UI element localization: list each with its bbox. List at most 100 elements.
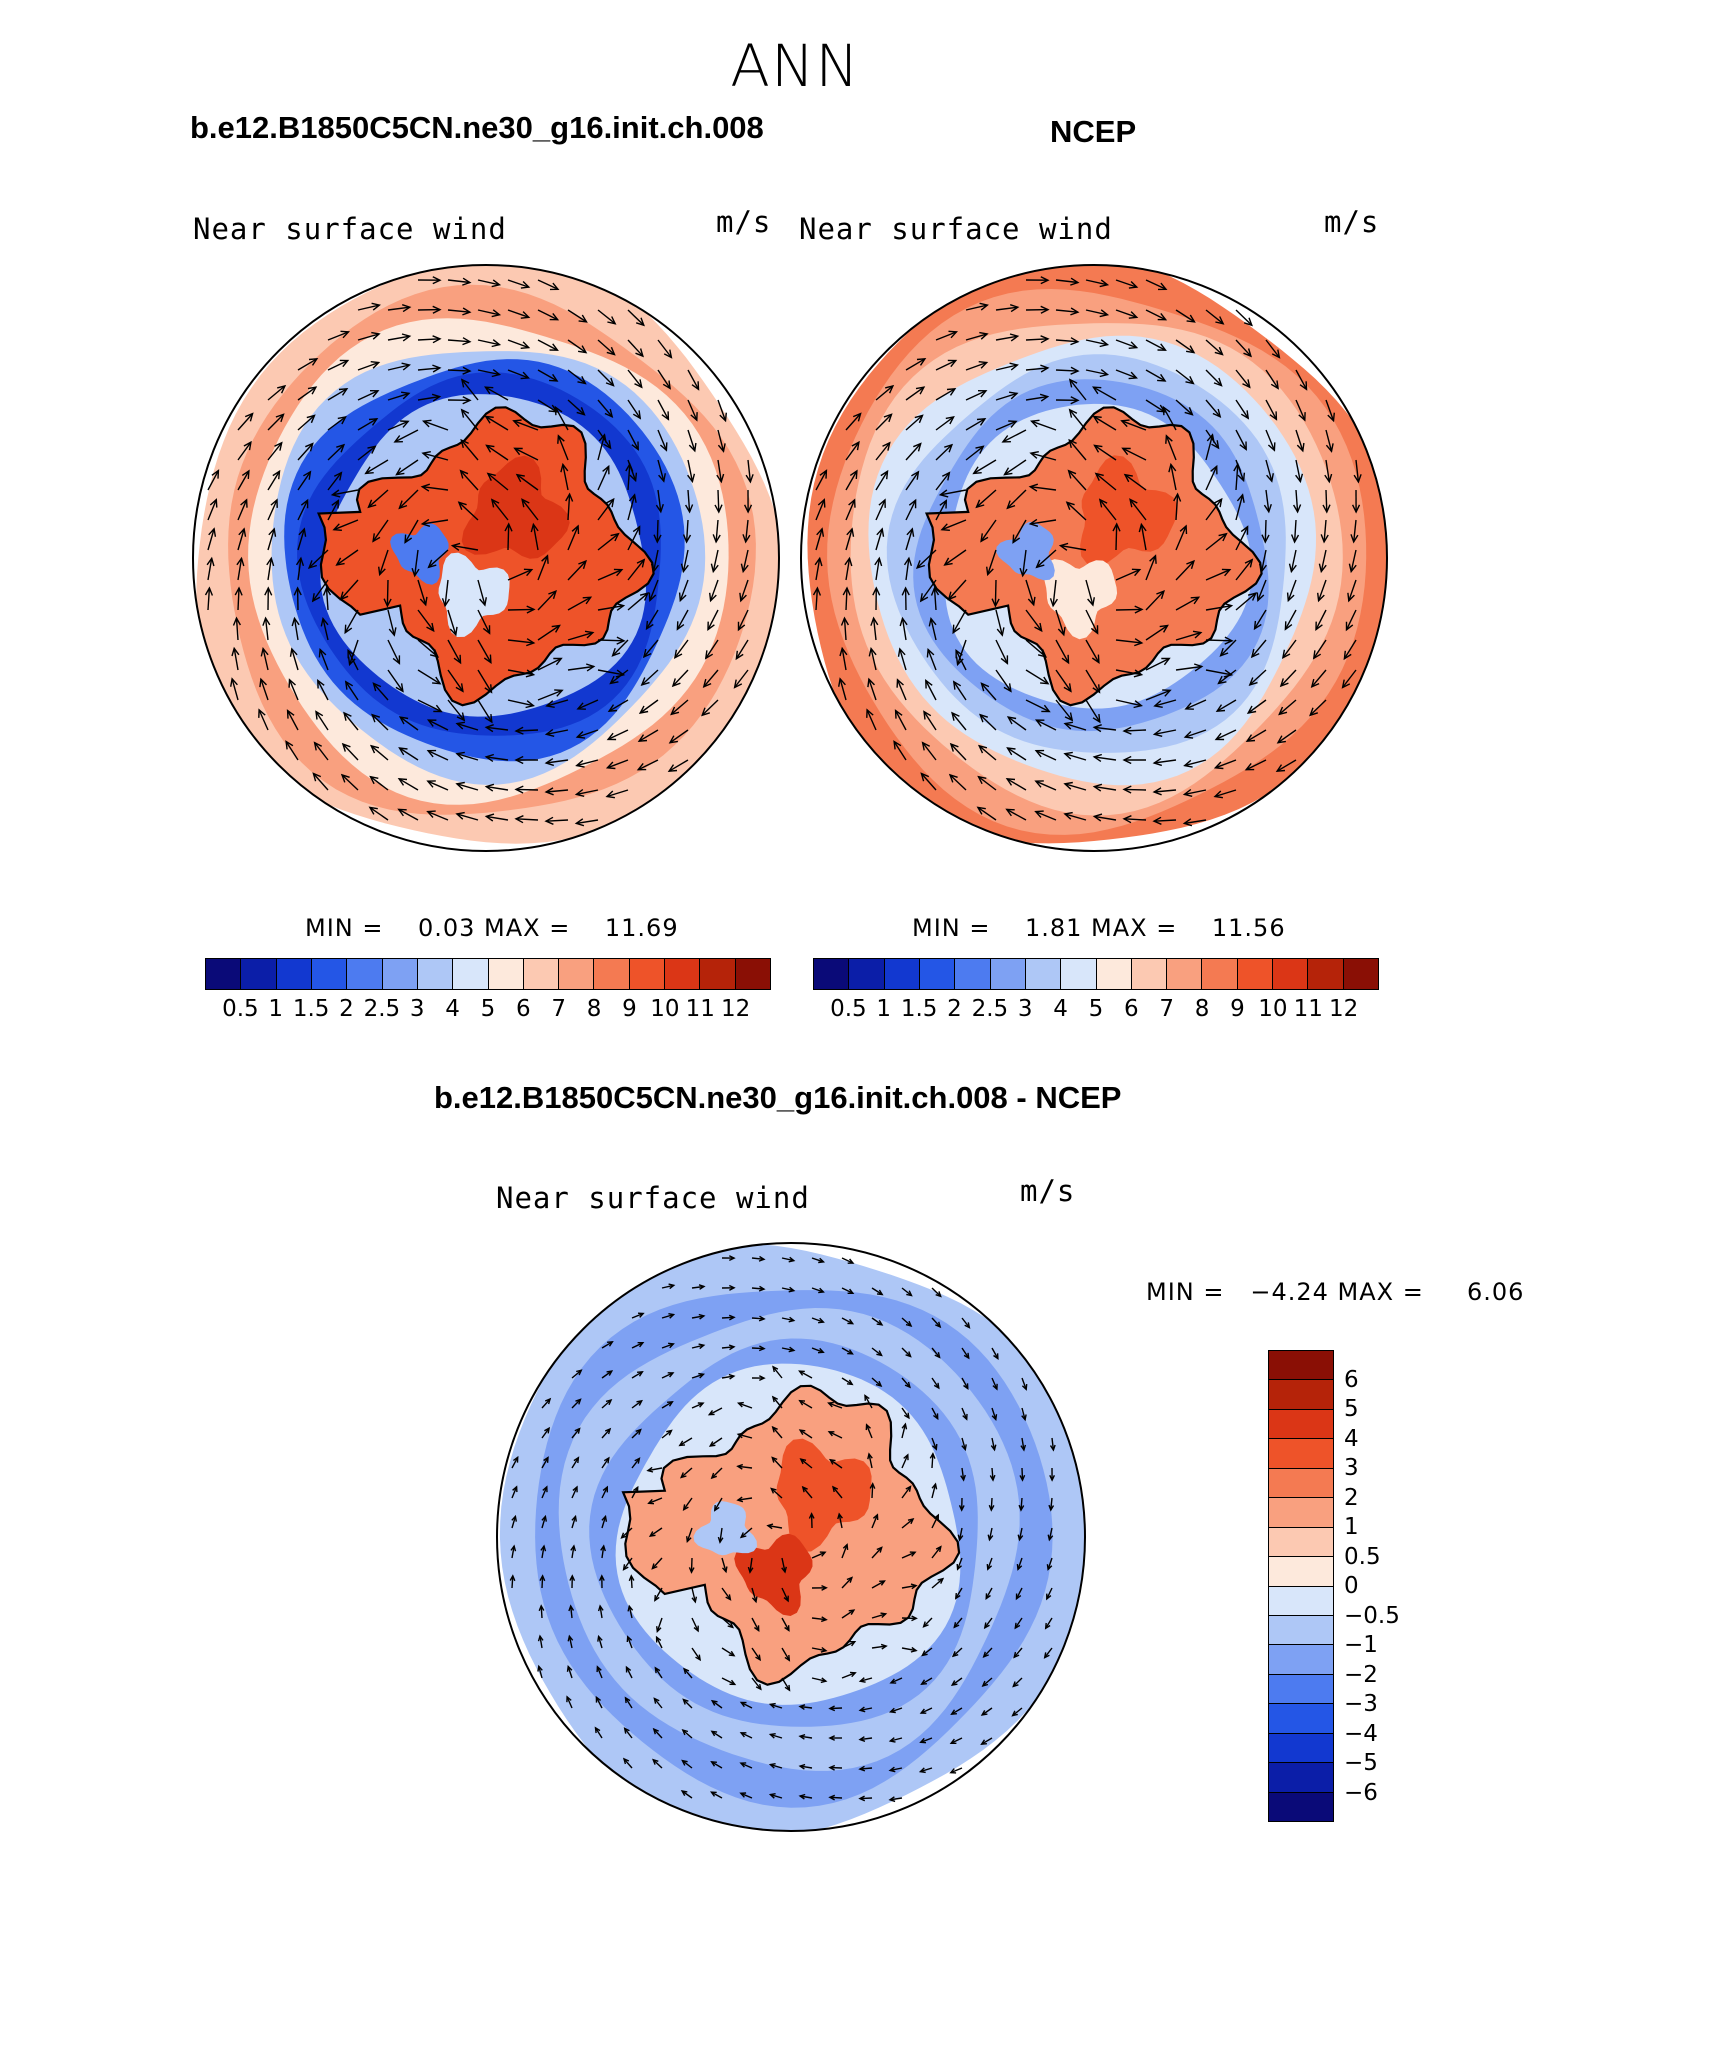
wind-arrow <box>721 1316 735 1319</box>
wind-arrow <box>901 1584 917 1589</box>
wind-arrow-head <box>1162 689 1172 697</box>
wind-arrow-head <box>634 379 643 389</box>
wind-arrow-head <box>270 498 278 508</box>
colorbar-box <box>1269 1645 1333 1675</box>
wind-arrow <box>872 618 877 641</box>
wind-arrow <box>871 1514 879 1529</box>
wind-arrow <box>343 712 359 731</box>
wind-arrow-head <box>315 710 324 720</box>
wind-arrow <box>845 441 860 461</box>
wind-arrow-head <box>401 362 411 371</box>
wind-vectors <box>204 276 754 827</box>
wind-arrow-head <box>1348 563 1357 574</box>
wind-arrow <box>931 1483 937 1499</box>
wind-arrow-head <box>605 790 616 799</box>
wind-arrow-head <box>739 592 747 603</box>
wind-arrow <box>707 609 719 630</box>
wind-arrow-head <box>484 813 495 822</box>
wind-arrow <box>486 726 509 731</box>
wind-arrow-head <box>1128 371 1138 380</box>
wind-arrow <box>567 1666 573 1679</box>
wind-arrow-head <box>751 1596 758 1604</box>
wind-arrow <box>447 639 462 664</box>
wind-arrow-head <box>1061 654 1070 665</box>
wind-arrow-head <box>934 1352 941 1359</box>
wind-arrow-head <box>1048 1504 1055 1512</box>
wind-arrow <box>952 609 967 634</box>
wind-arrow-head <box>371 302 381 311</box>
wind-arrow-head <box>1068 438 1077 448</box>
wind-arrow-head <box>1221 568 1232 577</box>
colorbar-tick-label: −5 <box>1344 1750 1378 1776</box>
wind-arrow <box>1094 444 1117 461</box>
wind-arrow <box>841 1577 853 1589</box>
wind-arrow-head <box>960 1474 966 1482</box>
wind-arrow-head <box>1070 366 1080 375</box>
wind-arrow-head <box>771 1395 779 1403</box>
wind-arrow-head <box>1233 462 1242 472</box>
panel-1-colorbar <box>205 958 771 990</box>
wind-arrow <box>1257 579 1267 601</box>
wind-arrow <box>656 1617 663 1632</box>
wind-arrow-head <box>603 440 612 450</box>
colorbar-tick-label: 12 <box>720 996 751 1022</box>
wind-arrow-head <box>285 740 294 750</box>
wind-arrow <box>956 1557 963 1570</box>
wind-arrow-head <box>1020 1444 1027 1452</box>
wind-arrow <box>1254 609 1267 630</box>
wind-arrow <box>935 472 950 491</box>
colorbar-box <box>594 959 630 989</box>
wind-arrow <box>1094 726 1117 731</box>
wind-arrow <box>875 528 883 551</box>
wind-arrow <box>799 1370 813 1379</box>
wind-arrow <box>387 335 410 341</box>
wind-arrow-head <box>336 443 346 453</box>
wind-arrow <box>745 519 749 542</box>
wind-arrow-head <box>955 648 963 659</box>
wind-arrow <box>571 1545 575 1559</box>
wind-arrow-head <box>943 557 953 566</box>
wind-arrow <box>721 1557 727 1572</box>
wind-arrow-head <box>491 279 502 288</box>
wind-arrow <box>1249 669 1267 686</box>
wind-arrow <box>1175 339 1195 354</box>
wind-arrow-head <box>661 411 670 421</box>
wind-arrow <box>516 474 539 491</box>
wind-arrow-head <box>1250 648 1260 659</box>
colorbar-tick-label: 5 <box>1344 1396 1359 1422</box>
wind-arrow-head <box>695 1654 702 1662</box>
wind-arrow-head <box>482 625 491 635</box>
wind-arrow-head <box>392 655 401 665</box>
wind-arrow-head <box>369 390 380 398</box>
wind-arrow <box>925 680 937 701</box>
wind-arrow-head <box>945 415 955 425</box>
wind-arrow <box>372 519 389 542</box>
wind-arrow-head <box>1210 464 1218 475</box>
wind-arrow-head <box>308 357 319 366</box>
wind-arrow-head <box>538 1604 545 1612</box>
wind-arrow-head <box>896 678 904 688</box>
colorbar-box <box>1269 1351 1333 1381</box>
wind-arrow <box>829 1796 843 1799</box>
colorbar-tick-label: 2 <box>947 996 962 1022</box>
wind-arrow <box>557 435 569 461</box>
wind-arrow-head <box>344 624 353 635</box>
wind-arrow-head <box>635 317 645 327</box>
wind-arrow-head <box>537 1664 543 1672</box>
wind-arrow-head <box>462 277 472 286</box>
wind-arrow-head <box>268 527 277 537</box>
wind-arrow <box>537 369 558 382</box>
wind-arrow-head <box>636 558 646 568</box>
wind-arrow <box>627 526 641 551</box>
colorbar-box <box>1269 1733 1333 1764</box>
wind-arrow-head <box>1350 534 1359 544</box>
wind-arrow <box>687 459 694 482</box>
wind-arrow <box>597 466 610 491</box>
wind-arrow <box>661 1343 674 1349</box>
wind-arrow-head <box>878 498 886 508</box>
wind-arrow-head <box>681 1759 688 1766</box>
colorbar-box <box>1269 1409 1333 1440</box>
wind-arrow <box>953 1617 963 1628</box>
wind-arrow <box>267 442 283 461</box>
wind-arrow <box>981 1707 993 1716</box>
